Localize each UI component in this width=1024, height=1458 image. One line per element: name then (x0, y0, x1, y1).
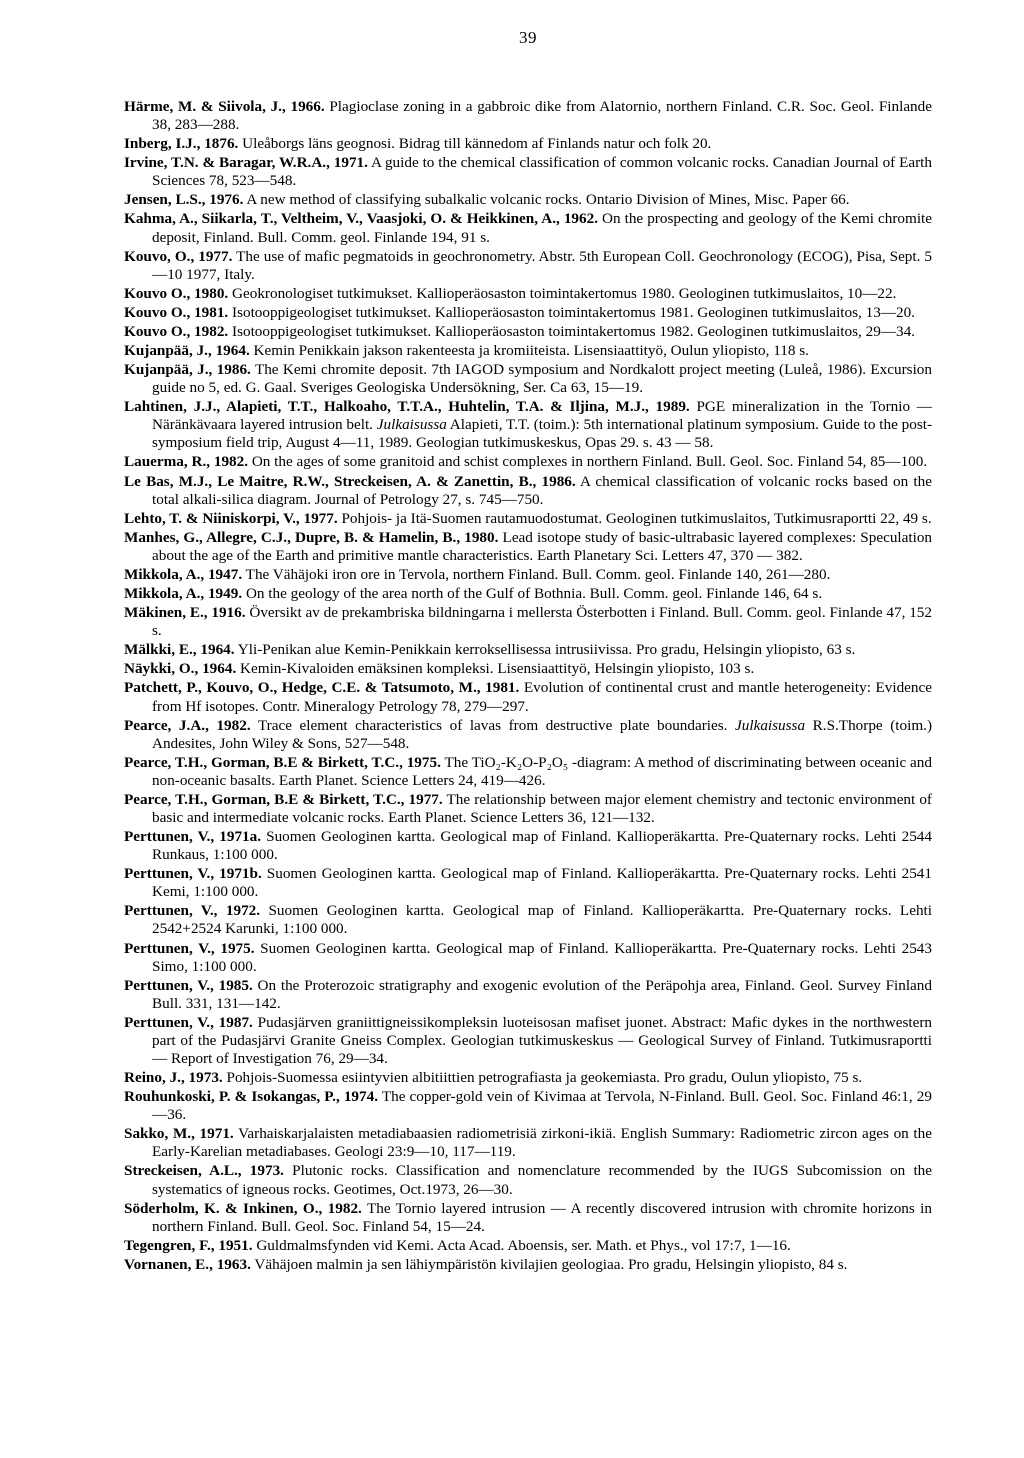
reference-entry: Kujanpää, J., 1964. Kemin Penikkain jaks… (124, 342, 932, 360)
reference-entry: Le Bas, M.J., Le Maitre, R.W., Streckeis… (124, 473, 932, 509)
reference-entry: Irvine, T.N. & Baragar, W.R.A., 1971. A … (124, 154, 932, 190)
reference-entry: Tegengren, F., 1951. Guldmalmsfynden vid… (124, 1237, 932, 1255)
reference-entry: Kahma, A., Siikarla, T., Veltheim, V., V… (124, 210, 932, 246)
reference-entry: Manhes, G., Allegre, C.J., Dupre, B. & H… (124, 529, 932, 565)
reference-entry: Mälkki, E., 1964. Yli-Penikan alue Kemin… (124, 641, 932, 659)
reference-entry: Kouvo, O., 1977. The use of mafic pegmat… (124, 248, 932, 284)
reference-entry: Perttunen, V., 1975. Suomen Geologinen k… (124, 940, 932, 976)
reference-entry: Mikkola, A., 1949. On the geology of the… (124, 585, 932, 603)
reference-entry: Jensen, L.S., 1976. A new method of clas… (124, 191, 932, 209)
reference-entry: Sakko, M., 1971. Varhaiskarjalaisten met… (124, 1125, 932, 1161)
page-number: 39 (124, 28, 932, 48)
reference-entry: Kouvo O., 1981. Isotooppigeologiset tutk… (124, 304, 932, 322)
reference-entry: Inberg, I.J., 1876. Uleåborgs läns geogn… (124, 135, 932, 153)
reference-entry: Mäkinen, E., 1916. Översikt av de prekam… (124, 604, 932, 640)
reference-entry: Söderholm, K. & Inkinen, O., 1982. The T… (124, 1200, 932, 1236)
reference-entry: Streckeisen, A.L., 1973. Plutonic rocks.… (124, 1162, 932, 1198)
reference-entry: Perttunen, V., 1985. On the Proterozoic … (124, 977, 932, 1013)
reference-entry: Kujanpää, J., 1986. The Kemi chromite de… (124, 361, 932, 397)
reference-entry: Lehto, T. & Niiniskorpi, V., 1977. Pohjo… (124, 510, 932, 528)
reference-entry: Perttunen, V., 1971a. Suomen Geologinen … (124, 828, 932, 864)
references-list: Härme, M. & Siivola, J., 1966. Plagiocla… (124, 98, 932, 1274)
reference-entry: Perttunen, V., 1971b. Suomen Geologinen … (124, 865, 932, 901)
reference-entry: Vornanen, E., 1963. Vähäjoen malmin ja s… (124, 1256, 932, 1274)
reference-entry: Perttunen, V., 1987. Pudasjärven graniit… (124, 1014, 932, 1068)
reference-entry: Rouhunkoski, P. & Isokangas, P., 1974. T… (124, 1088, 932, 1124)
reference-entry: Pearce, J.A., 1982. Trace element charac… (124, 717, 932, 753)
reference-entry: Kouvo O., 1980. Geokronologiset tutkimuk… (124, 285, 932, 303)
reference-entry: Kouvo O., 1982. Isotooppigeologiset tutk… (124, 323, 932, 341)
reference-entry: Patchett, P., Kouvo, O., Hedge, C.E. & T… (124, 679, 932, 715)
reference-entry: Härme, M. & Siivola, J., 1966. Plagiocla… (124, 98, 932, 134)
reference-entry: Mikkola, A., 1947. The Vähäjoki iron ore… (124, 566, 932, 584)
reference-entry: Lahtinen, J.J., Alapieti, T.T., Halkoaho… (124, 398, 932, 452)
reference-entry: Perttunen, V., 1972. Suomen Geologinen k… (124, 902, 932, 938)
reference-entry: Reino, J., 1973. Pohjois-Suomessa esiint… (124, 1069, 932, 1087)
reference-entry: Pearce, T.H., Gorman, B.E & Birkett, T.C… (124, 791, 932, 827)
reference-entry: Lauerma, R., 1982. On the ages of some g… (124, 453, 932, 471)
reference-entry: Näykki, O., 1964. Kemin-Kivaloiden emäks… (124, 660, 932, 678)
reference-entry: Pearce, T.H., Gorman, B.E & Birkett, T.C… (124, 754, 932, 790)
page: 39 Härme, M. & Siivola, J., 1966. Plagio… (0, 0, 1024, 1458)
